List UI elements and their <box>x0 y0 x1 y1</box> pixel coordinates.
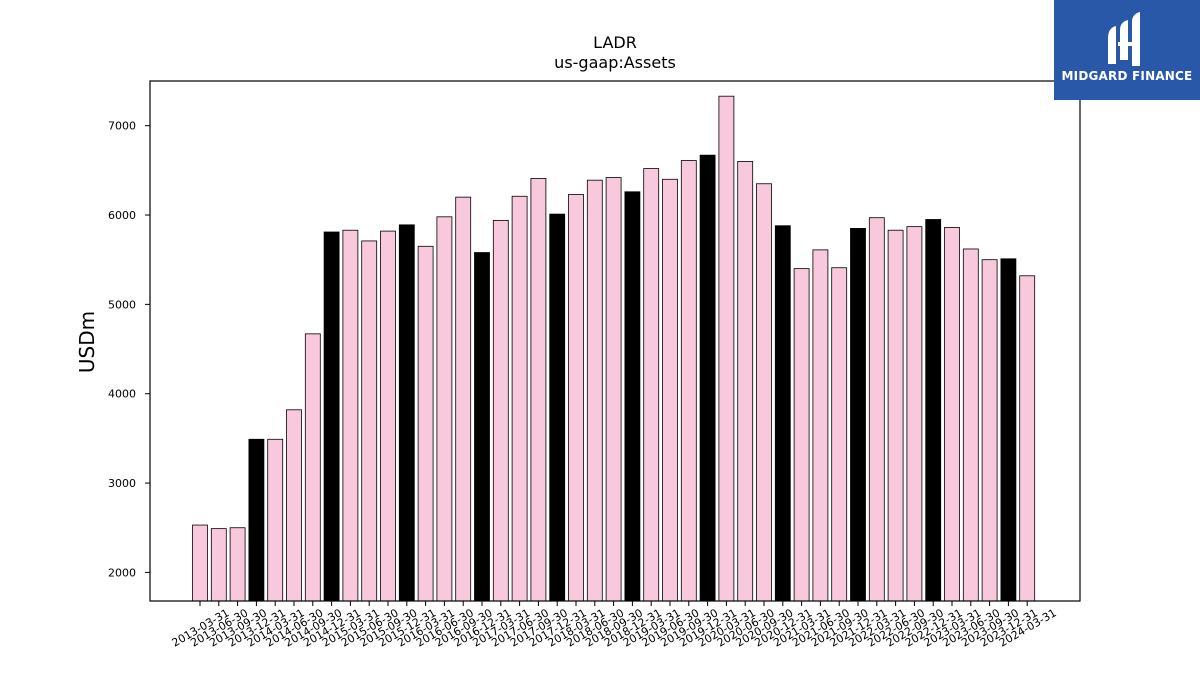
bar-2020-03-31 <box>718 95 735 602</box>
bar-2014-06-30 <box>286 409 302 602</box>
bar-2015-12-31 <box>398 224 415 602</box>
bar-2013-03-31 <box>192 524 208 602</box>
y-tick-label: 7000 <box>108 120 136 133</box>
bar-2020-06-30 <box>737 161 754 602</box>
bar-2013-12-31 <box>248 438 265 602</box>
logo-text: MIDGARD FINANCE <box>1061 69 1193 83</box>
bar-2022-09-30 <box>906 226 923 602</box>
bar-2022-06-30 <box>887 229 904 602</box>
bar-2016-12-31 <box>474 252 490 602</box>
bar-2018-09-30 <box>605 177 622 602</box>
bar-2021-06-30 <box>812 249 829 602</box>
bar-2016-09-30 <box>455 196 472 602</box>
plot-frame <box>149 80 1081 602</box>
bars-group <box>192 95 1036 602</box>
chart-title: LADR <box>593 33 637 52</box>
bar-2023-06-30 <box>962 248 979 602</box>
bar-2014-09-30 <box>304 333 321 602</box>
bar-2017-09-30 <box>530 177 547 602</box>
bar-2014-12-31 <box>323 231 340 602</box>
bar-2015-03-31 <box>342 229 359 602</box>
bar-2018-03-31 <box>568 194 584 602</box>
bar-2019-06-30 <box>662 178 678 602</box>
y-tick-label: 6000 <box>108 209 136 222</box>
bar-2022-03-31 <box>868 217 885 602</box>
bar-2013-09-30 <box>229 527 246 602</box>
bar-2023-09-30 <box>981 259 998 602</box>
x-ticks-group: 2013-03-312013-06-302013-09-302013-12-31… <box>170 601 1059 650</box>
bar-2021-12-31 <box>850 228 866 602</box>
bar-2022-12-31 <box>925 219 942 602</box>
y-ticks-group: 2000 3000 4000 5000 6000 7000 <box>108 120 150 579</box>
bar-2020-09-30 <box>756 183 772 602</box>
midgard-logo-icon <box>1108 12 1140 66</box>
bar-2019-03-31 <box>643 168 660 602</box>
bar-2015-09-30 <box>380 230 396 602</box>
y-tick-label: 2000 <box>108 566 136 579</box>
bar-2024-03-31 <box>1019 275 1036 602</box>
y-tick-label: 4000 <box>108 388 136 401</box>
bar-2020-12-31 <box>774 225 791 602</box>
bar-2021-09-30 <box>831 267 848 602</box>
bar-2015-06-30 <box>361 240 378 602</box>
bar-2019-09-30 <box>680 160 697 602</box>
bar-2023-12-31 <box>1000 258 1017 602</box>
brand-logo: MIDGARD FINANCE <box>1054 0 1200 100</box>
bar-2016-03-31 <box>417 245 434 602</box>
y-axis-label: USDm <box>75 311 99 373</box>
y-tick-label: 3000 <box>108 477 136 490</box>
y-tick-label: 5000 <box>108 298 136 311</box>
bar-2017-12-31 <box>549 213 566 602</box>
bar-2021-03-31 <box>793 268 810 602</box>
chart-subtitle: us-gaap:Assets <box>554 53 676 72</box>
bar-2016-06-30 <box>436 216 453 602</box>
bar-2018-12-31 <box>624 191 641 602</box>
bar-2013-06-30 <box>210 528 227 602</box>
bar-2019-12-31 <box>699 154 716 602</box>
bar-2023-03-31 <box>944 227 960 602</box>
bar-2017-06-30 <box>511 195 528 602</box>
bar-2014-03-31 <box>267 438 284 602</box>
bar-2018-06-30 <box>586 179 603 602</box>
bar-2017-03-31 <box>492 219 509 602</box>
